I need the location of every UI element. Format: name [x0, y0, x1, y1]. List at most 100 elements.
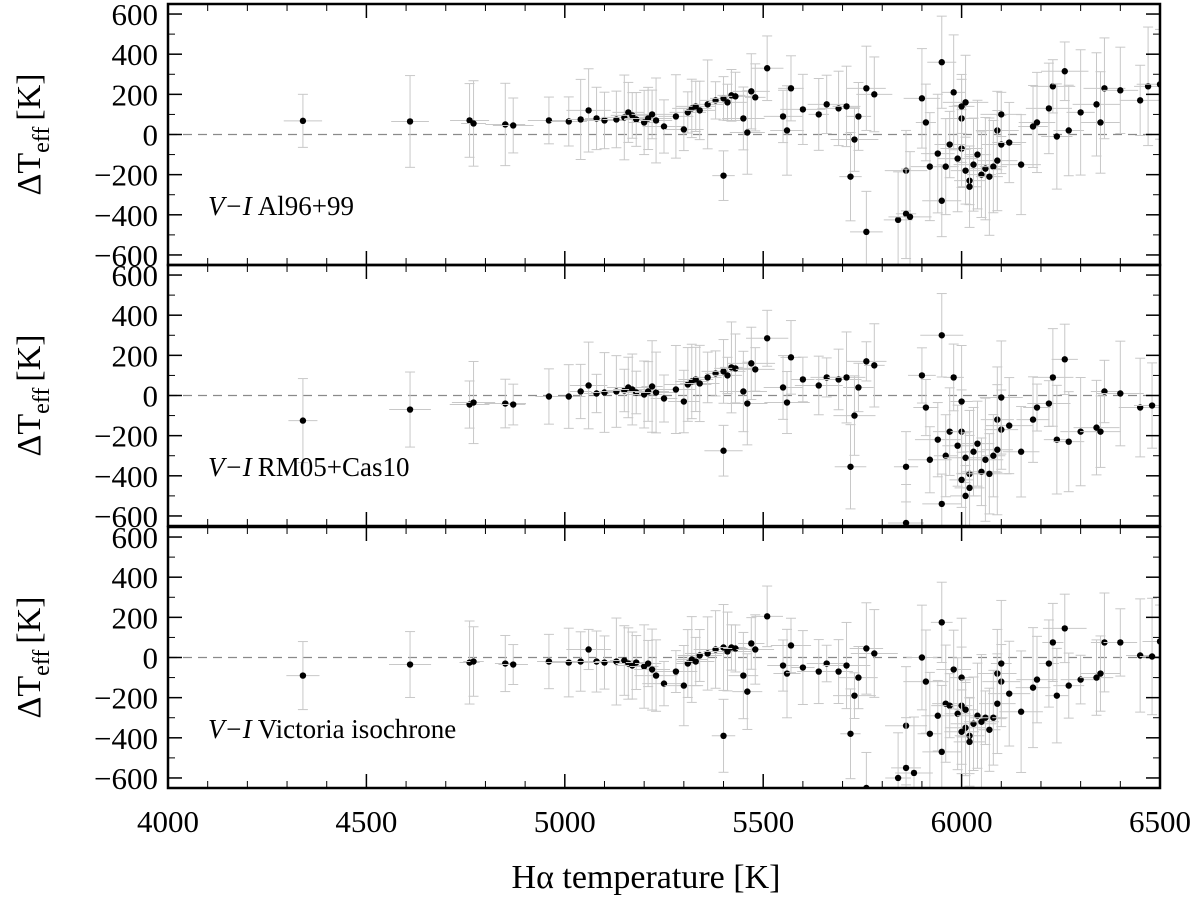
data-point [926, 163, 934, 170]
data-point [660, 123, 668, 130]
data-point [962, 167, 969, 174]
data-point [926, 730, 934, 737]
data-point [779, 113, 787, 120]
data-point [732, 645, 739, 652]
data-point [922, 678, 930, 685]
data-point [863, 85, 870, 92]
data-point [863, 358, 870, 365]
data-point [950, 89, 957, 96]
data-point [740, 388, 747, 395]
x-tick-label: 5500 [732, 804, 794, 839]
data-point [958, 728, 965, 735]
data-point [696, 107, 703, 114]
panel-label: V−I Al96+99 [208, 191, 354, 221]
data-point [752, 366, 759, 373]
panel-1: 600 400 200 0 −200 −400 −600 ΔTeff[K] V−I Al96+99 [11, 0, 1162, 273]
data-point [799, 106, 807, 113]
data-point [1136, 97, 1144, 104]
y-tick-label: −600 [94, 238, 158, 273]
data-point [748, 88, 755, 95]
data-point [680, 398, 688, 405]
data-point [1093, 424, 1100, 431]
data-point [783, 670, 791, 677]
data-point [660, 395, 668, 402]
data-point [958, 398, 965, 405]
data-point [1006, 422, 1013, 429]
data-point [970, 448, 977, 455]
data-point [871, 91, 878, 98]
data-point [950, 666, 957, 673]
panels-layer: 600 400 200 0 −200 −400 −600 ΔTeff[K] V−I Al96+99… [11, 0, 1191, 839]
data-point [962, 454, 969, 461]
data-point [934, 712, 941, 719]
data-point [633, 659, 640, 666]
data-point [1049, 639, 1057, 646]
y-tick-label: 400 [112, 560, 159, 595]
data-point [938, 748, 945, 756]
y-tick-label: 200 [112, 77, 159, 112]
data-point [763, 335, 771, 342]
data-point [1136, 652, 1144, 659]
data-point [720, 447, 727, 454]
panel-label: V−I Victoria isochrone [208, 714, 456, 744]
data-point [962, 99, 969, 106]
data-point [648, 383, 656, 390]
data-point [1097, 428, 1104, 435]
data-point [1033, 119, 1041, 126]
data-point [823, 101, 830, 108]
data-point [998, 111, 1005, 118]
data-point [601, 659, 608, 666]
x-tick-label: 4000 [137, 804, 199, 839]
data-point [871, 650, 878, 657]
data-point [847, 463, 854, 470]
data-point [894, 774, 902, 782]
data-point [1061, 68, 1068, 75]
data-point [954, 442, 961, 449]
data-point [851, 136, 858, 143]
data-point [851, 692, 858, 699]
data-point [299, 117, 307, 125]
data-point [946, 141, 953, 148]
data-point [1065, 682, 1072, 689]
data-point [545, 117, 553, 124]
data-point [633, 116, 640, 123]
data-point [1045, 400, 1053, 407]
data-point [1148, 402, 1156, 409]
data-point [986, 470, 993, 477]
data-point [732, 93, 739, 100]
data-point [974, 151, 981, 158]
data-point [954, 155, 961, 162]
panel-3: 600 400 200 0 −200 −400 −600 ΔTeff[K] V−I Victori… [11, 520, 1162, 796]
y-tick-label: 600 [112, 258, 159, 293]
data-point [672, 668, 680, 675]
data-point [652, 117, 660, 124]
panel-label: V−I RM05+Cas10 [208, 452, 409, 482]
data-point [966, 183, 973, 190]
data-point [779, 662, 787, 669]
data-point [902, 519, 910, 526]
data-point [998, 660, 1005, 667]
data-point [990, 452, 997, 459]
data-point [629, 112, 636, 119]
data-point [724, 648, 731, 655]
data-point [1033, 404, 1041, 411]
x-tick-label: 6000 [931, 804, 993, 839]
data-point [763, 613, 771, 620]
data-point [994, 446, 1001, 453]
data-point [815, 111, 822, 118]
data-point [740, 115, 747, 122]
data-point [732, 365, 739, 372]
data-point [843, 103, 850, 110]
data-point [835, 668, 842, 675]
data-point [470, 658, 477, 665]
data-point [1029, 123, 1037, 130]
data-point [851, 412, 858, 419]
data-point [942, 163, 949, 170]
data-point [950, 374, 957, 381]
y-tick-label: 600 [112, 0, 159, 32]
y-tick-label: 600 [112, 520, 159, 555]
data-point [934, 150, 941, 157]
y-tick-label: −200 [94, 419, 158, 454]
data-point [577, 116, 584, 123]
data-point [787, 642, 795, 649]
